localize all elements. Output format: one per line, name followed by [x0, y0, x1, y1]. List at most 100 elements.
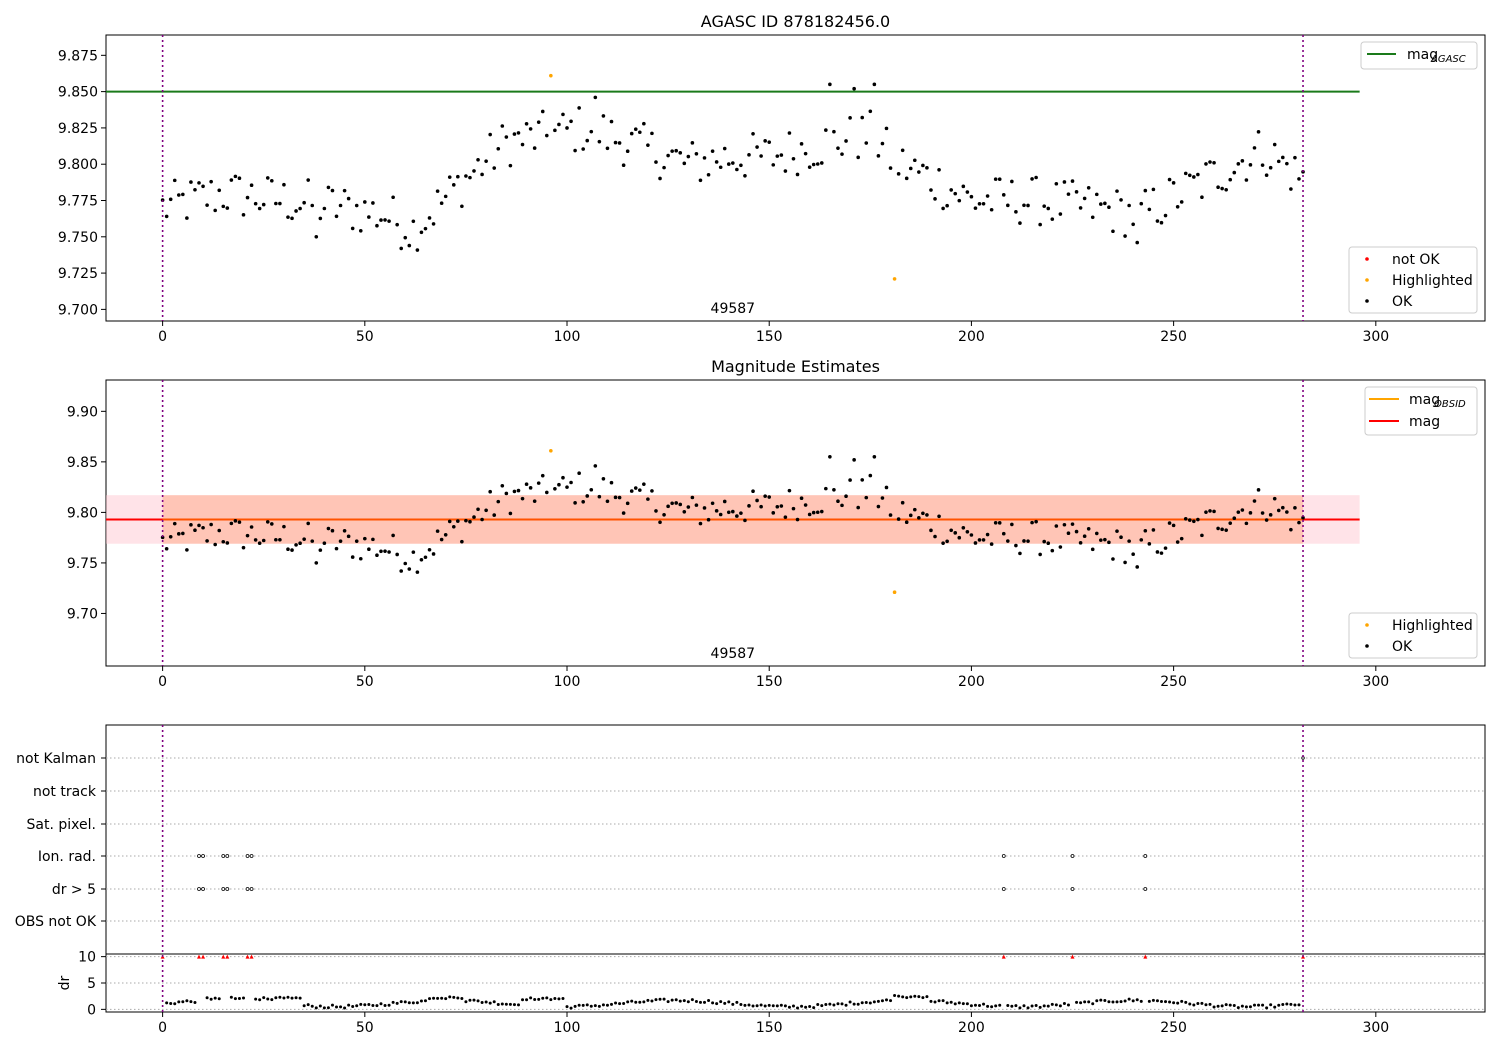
ok-point — [613, 495, 618, 500]
ok-point — [864, 495, 869, 500]
ok-point — [484, 508, 488, 513]
ok-point — [229, 521, 234, 526]
y-tick-label: 9.725 — [58, 266, 98, 282]
ok-point — [868, 109, 873, 114]
ok-point — [961, 526, 966, 530]
ok-point — [783, 169, 788, 173]
ok-point — [237, 176, 242, 180]
x-tick-label: 0 — [158, 329, 167, 345]
ok-point — [642, 121, 646, 126]
dr-point — [472, 998, 476, 1002]
ok-point — [791, 157, 796, 161]
dr-point — [1168, 1000, 1172, 1004]
ok-point — [318, 548, 323, 552]
ok-point — [1090, 547, 1095, 552]
ok-point — [172, 521, 177, 526]
dr-point — [719, 1000, 723, 1004]
ok-point — [201, 525, 205, 530]
ok-point — [1281, 155, 1285, 160]
ok-point — [1228, 177, 1233, 182]
ok-point — [779, 504, 784, 508]
ok-point — [840, 152, 844, 156]
ok-point — [423, 555, 428, 560]
ok-point — [1046, 541, 1051, 545]
ok-point — [1224, 528, 1228, 532]
ok-point — [1151, 528, 1156, 532]
dr-point — [1107, 1000, 1111, 1004]
dr-point — [1046, 1004, 1050, 1008]
dr-point — [290, 996, 294, 1000]
dr-point — [553, 997, 557, 1001]
ok-point — [423, 226, 428, 231]
chart-title: AGASC ID 878182456.0 — [701, 12, 890, 31]
ok-point — [1034, 175, 1038, 180]
ok-point — [1094, 531, 1099, 536]
ok-point — [706, 172, 711, 177]
ok-point — [492, 166, 497, 170]
ok-point — [338, 539, 343, 543]
legend-marker — [1365, 623, 1369, 627]
x-tick-label: 300 — [1362, 674, 1389, 690]
legend-label: mag — [1409, 414, 1440, 430]
ok-point — [484, 159, 488, 163]
ok-point — [872, 82, 877, 87]
ok-point — [496, 146, 501, 151]
dr-point — [1026, 1006, 1030, 1010]
dr-point — [585, 1003, 589, 1007]
ion-rad-flag-point — [1143, 854, 1148, 858]
x-tick-label: 50 — [356, 1020, 374, 1036]
ok-point — [933, 197, 937, 201]
ok-point — [1285, 510, 1289, 514]
ok-point — [294, 209, 298, 213]
ok-point — [460, 204, 464, 209]
ok-point — [718, 512, 723, 517]
ok-point — [419, 230, 424, 235]
ok-point — [1244, 178, 1249, 182]
ok-point — [456, 519, 460, 523]
ok-point — [544, 133, 549, 138]
dr-point — [957, 1001, 961, 1005]
ok-point — [917, 516, 921, 520]
ok-point — [815, 162, 820, 166]
ok-point — [350, 555, 355, 559]
ok-point — [977, 538, 982, 542]
ok-point — [828, 82, 832, 87]
ok-point — [609, 480, 614, 485]
y-tick-label: 9.775 — [58, 194, 98, 210]
ok-point — [213, 208, 217, 213]
ok-point — [419, 557, 424, 562]
ok-point — [346, 534, 351, 539]
dr-point — [1155, 999, 1159, 1003]
ok-point — [1281, 505, 1285, 510]
ok-point — [621, 163, 626, 168]
legend-box — [1348, 246, 1478, 314]
ok-point — [573, 148, 577, 153]
dr-point — [533, 997, 537, 1001]
dr-point — [1261, 1003, 1265, 1007]
dr-point — [731, 1002, 735, 1006]
ok-point — [860, 478, 865, 482]
ok-point — [908, 513, 913, 518]
ok-point — [852, 86, 856, 91]
ok-point — [181, 192, 185, 197]
ok-point — [985, 194, 990, 198]
ok-point — [456, 174, 460, 179]
ok-point — [1236, 510, 1241, 514]
ok-point — [1212, 509, 1216, 514]
dr5-flag-point — [249, 887, 254, 891]
dr-point — [678, 999, 682, 1003]
ok-point — [1147, 542, 1152, 546]
ok-point — [464, 174, 468, 178]
ok-point — [674, 501, 679, 505]
ok-point — [476, 157, 480, 162]
ok-point — [1074, 190, 1079, 194]
x-tick-label: 150 — [756, 329, 783, 345]
dr-point — [233, 997, 237, 1001]
dr-point — [884, 998, 888, 1002]
ok-point — [1001, 531, 1006, 536]
ok-point — [658, 520, 662, 525]
ok-point — [638, 130, 642, 135]
ok-point — [391, 533, 395, 538]
ok-point — [1082, 534, 1087, 539]
dr-point — [1119, 1000, 1123, 1004]
